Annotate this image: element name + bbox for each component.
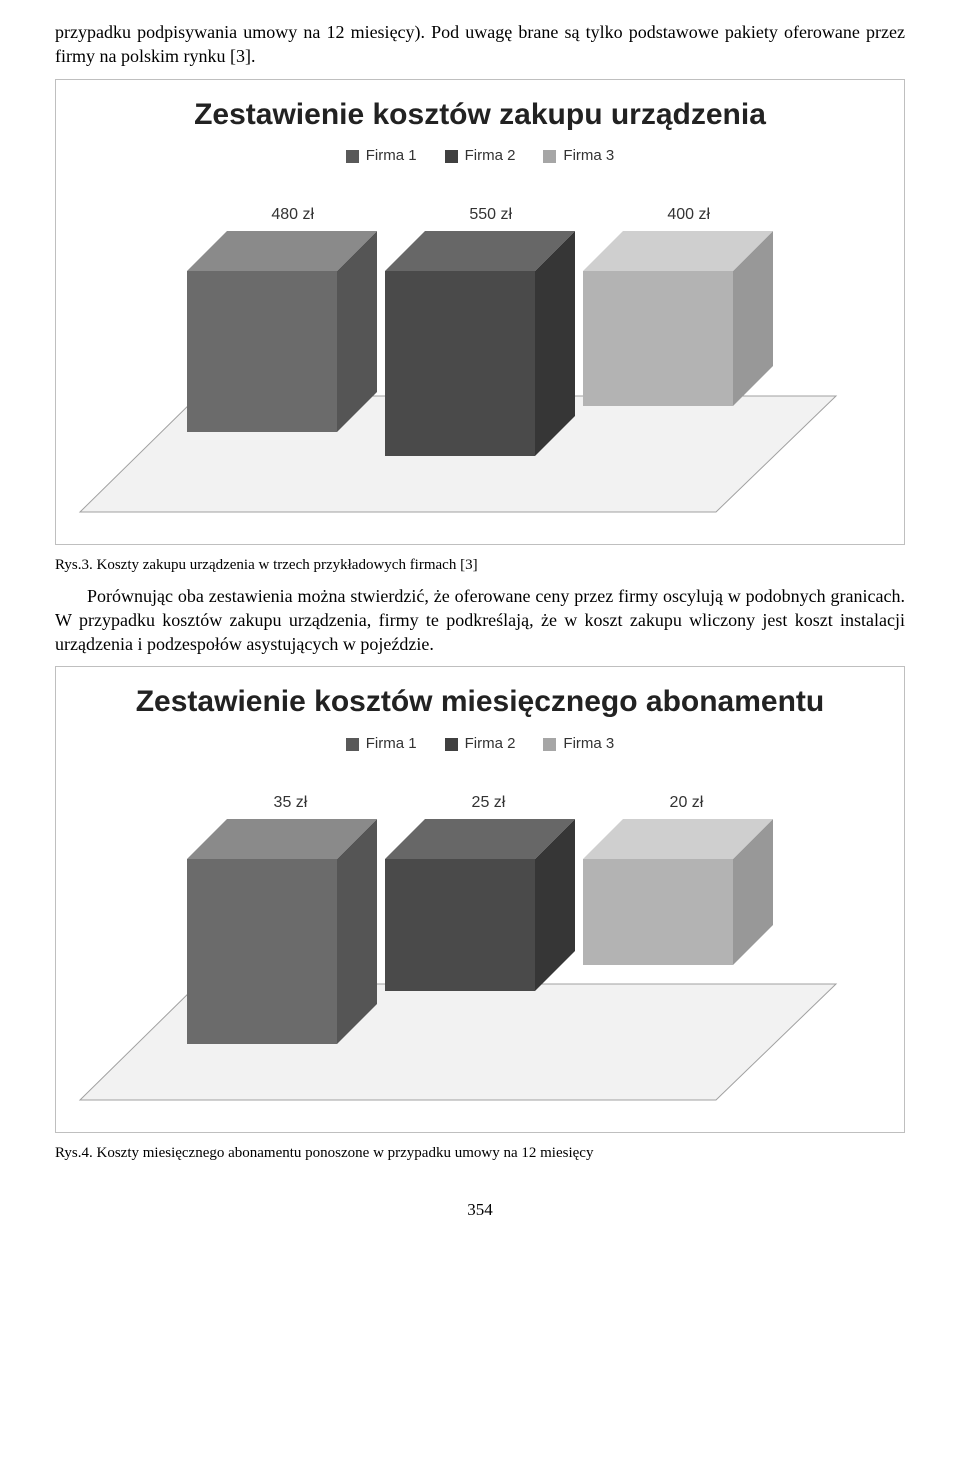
bar-value-label: 550 zł (469, 204, 512, 226)
bar-front (385, 271, 535, 456)
legend-item: Firma 2 (445, 146, 516, 166)
bar-value-label: 35 zł (274, 792, 308, 814)
bar: 25 zł (385, 819, 575, 991)
bar: 400 zł (583, 231, 773, 406)
bar-value-label: 400 zł (667, 204, 710, 226)
chart-legend: Firma 1 Firma 2 Firma 3 (78, 734, 882, 754)
legend-swatch (346, 738, 359, 751)
legend-item: Firma 1 (346, 146, 417, 166)
para2-text-b: podkreślają (446, 610, 529, 630)
legend-swatch (543, 738, 556, 751)
legend-swatch (445, 738, 458, 751)
bar-top (385, 819, 575, 859)
bar: 35 zł (187, 819, 377, 1044)
chart-purchase-cost: Zestawienie kosztów zakupu urządzenia Fi… (55, 79, 905, 546)
chart-area: 35 zł25 zł20 zł (78, 782, 882, 1102)
bar-top (385, 231, 575, 271)
bars-row: 480 zł550 zł400 zł (78, 231, 882, 456)
figure-caption-4: Rys.4. Koszty miesięcznego abonamentu po… (55, 1143, 905, 1163)
bar-front (187, 271, 337, 432)
legend-label: Firma 2 (465, 734, 516, 754)
bar-value-label: 25 zł (472, 792, 506, 814)
bar: 480 zł (187, 231, 377, 432)
bar-front (583, 271, 733, 406)
bar-front (187, 859, 337, 1044)
bar: 550 zł (385, 231, 575, 456)
chart-area: 480 zł550 zł400 zł (78, 194, 882, 514)
bar-value-label: 20 zł (670, 792, 704, 814)
bar-top (583, 819, 773, 859)
chart-legend: Firma 1 Firma 2 Firma 3 (78, 146, 882, 166)
legend-label: Firma 3 (563, 734, 614, 754)
bar-top (583, 231, 773, 271)
figure-caption-3: Rys.3. Koszty zakupu urządzenia w trzech… (55, 555, 905, 575)
bar-top (187, 231, 377, 271)
bar-front (583, 859, 733, 965)
bars-row: 35 zł25 zł20 zł (78, 819, 882, 1044)
legend-item: Firma 2 (445, 734, 516, 754)
legend-swatch (445, 150, 458, 163)
legend-item: Firma 1 (346, 734, 417, 754)
legend-label: Firma 1 (366, 146, 417, 166)
chart-monthly-cost: Zestawienie kosztów miesięcznego aboname… (55, 666, 905, 1133)
legend-label: Firma 2 (465, 146, 516, 166)
page-number: 354 (55, 1199, 905, 1222)
paragraph-comparison: Porównując oba zestawienia można stwierd… (55, 584, 905, 657)
legend-label: Firma 1 (366, 734, 417, 754)
legend-label: Firma 3 (563, 146, 614, 166)
chart-title: Zestawienie kosztów zakupu urządzenia (78, 98, 882, 133)
bar: 20 zł (583, 819, 773, 965)
bar-front (385, 859, 535, 991)
legend-item: Firma 3 (543, 734, 614, 754)
legend-swatch (346, 150, 359, 163)
legend-item: Firma 3 (543, 146, 614, 166)
paragraph-intro: przypadku podpisywania umowy na 12 miesi… (55, 20, 905, 69)
chart-title: Zestawienie kosztów miesięcznego aboname… (78, 685, 882, 720)
legend-swatch (543, 150, 556, 163)
bar-top (187, 819, 377, 859)
bar-value-label: 480 zł (271, 204, 314, 226)
